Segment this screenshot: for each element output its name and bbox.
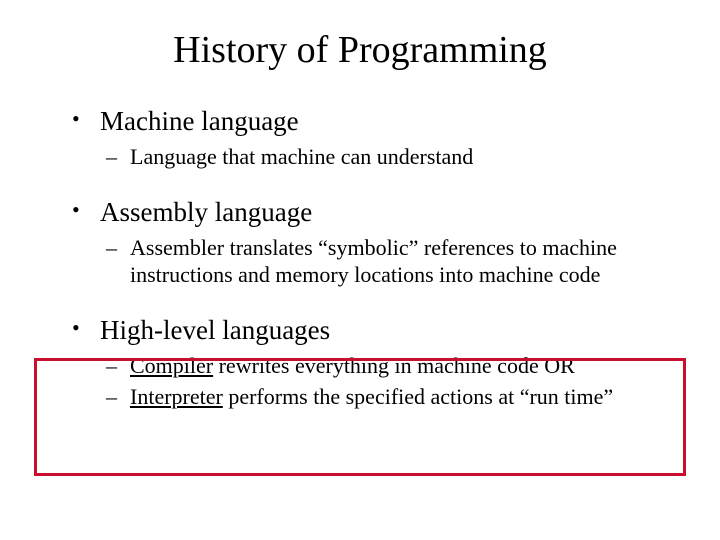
underline-interpreter: Interpreter bbox=[130, 384, 223, 409]
underline-compiler: Compiler bbox=[130, 353, 213, 378]
sub-high-level-1-suffix: performs the specified actions at “run t… bbox=[223, 384, 613, 409]
sub-machine-language-0: Language that machine can understand bbox=[106, 143, 672, 171]
bullet-assembly-language: Assembly language bbox=[72, 197, 672, 228]
sub-high-level-1: Interpreter performs the specified actio… bbox=[106, 383, 672, 411]
sub-assembly-language-0: Assembler translates “symbolic” referenc… bbox=[106, 234, 672, 289]
slide: History of Programming Machine language … bbox=[0, 0, 720, 443]
sub-high-level-0-suffix: rewrites everything in machine code OR bbox=[213, 353, 575, 378]
sub-high-level-0: Compiler rewrites everything in machine … bbox=[106, 352, 672, 380]
slide-title: History of Programming bbox=[48, 28, 672, 72]
bullet-high-level-languages: High-level languages bbox=[72, 315, 672, 346]
spacer bbox=[48, 175, 672, 197]
bullet-machine-language: Machine language bbox=[72, 106, 672, 137]
spacer bbox=[48, 293, 672, 315]
